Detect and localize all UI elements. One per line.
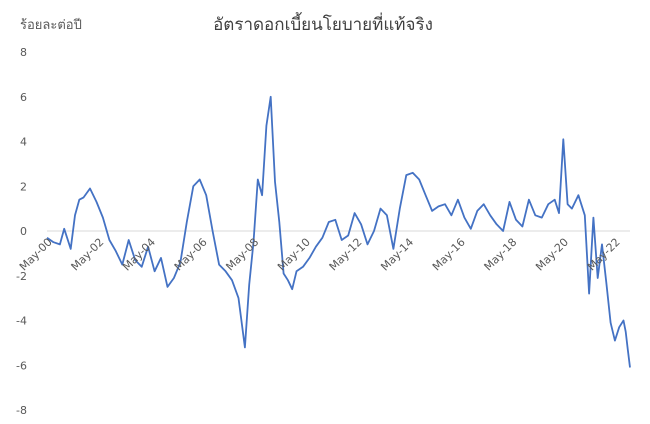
y-tick-label: 0 bbox=[20, 225, 27, 238]
x-tick-label: May-02 bbox=[69, 236, 107, 274]
y-tick-label: -8 bbox=[16, 404, 27, 417]
chart-title: อัตราดอกเบี้ยนโยบายที่แท้จริง bbox=[213, 12, 433, 35]
y-tick-label: 4 bbox=[20, 136, 27, 149]
y-axis-unit-label: ร้อยละต่อปี bbox=[20, 17, 82, 33]
x-tick-label: May-20 bbox=[533, 236, 571, 274]
x-tick-label: May-12 bbox=[327, 236, 365, 274]
y-tick-label: 6 bbox=[20, 91, 27, 104]
x-tick-label: May-16 bbox=[430, 236, 468, 274]
x-tick-label: May-18 bbox=[482, 236, 520, 274]
y-tick-label: -2 bbox=[16, 270, 27, 283]
y-tick-label: -4 bbox=[16, 315, 27, 328]
series-line bbox=[46, 95, 631, 368]
y-tick-label: -6 bbox=[16, 359, 27, 372]
x-tick-label: May-06 bbox=[172, 236, 210, 274]
x-tick-label: May-08 bbox=[223, 236, 261, 274]
x-tick-label: May-04 bbox=[120, 236, 158, 274]
y-tick-label: 8 bbox=[20, 46, 27, 59]
x-tick-label: May-14 bbox=[378, 236, 416, 274]
x-tick-label: May-00 bbox=[17, 236, 55, 274]
y-axis-ticks: -8 -6 -4 -2 0 2 4 6 8 bbox=[16, 46, 27, 417]
y-tick-label: 2 bbox=[20, 180, 27, 193]
